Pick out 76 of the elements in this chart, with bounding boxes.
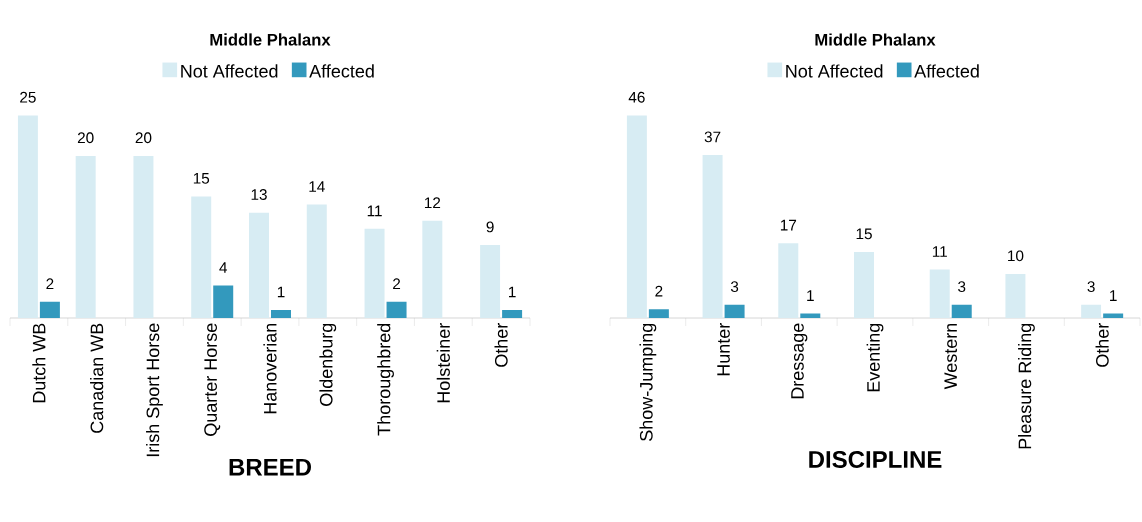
data-label: 15 xyxy=(193,173,210,184)
data-label: 1 xyxy=(277,286,285,298)
bar xyxy=(191,196,212,318)
bar xyxy=(854,251,875,318)
x-axis-title: BREED xyxy=(229,458,311,476)
bar xyxy=(213,285,234,318)
legend-label: Affected xyxy=(309,64,374,78)
data-label: 10 xyxy=(1008,250,1024,262)
bar xyxy=(778,243,799,318)
data-label: 15 xyxy=(856,228,872,240)
legend-label: Affected xyxy=(914,64,979,78)
x-tick-label: Irish Sport Horse xyxy=(146,323,163,457)
bar xyxy=(1103,313,1124,318)
data-label: 9 xyxy=(486,221,494,233)
bar xyxy=(480,245,501,318)
bar xyxy=(951,304,972,318)
data-label: 1 xyxy=(807,290,814,301)
bar xyxy=(75,155,96,318)
x-tick-label: Hunter xyxy=(717,323,730,376)
bar xyxy=(502,309,523,318)
data-label: 13 xyxy=(251,189,267,200)
bar xyxy=(249,212,269,318)
x-tick-label: Holsteiner xyxy=(436,323,450,403)
bar xyxy=(17,115,38,318)
bar xyxy=(929,269,950,318)
data-label: 37 xyxy=(704,131,721,143)
x-tick-label: Thoroughbred xyxy=(377,323,394,436)
bar xyxy=(800,313,821,318)
data-label: 3 xyxy=(730,281,739,293)
x-tick-label: Other xyxy=(1095,323,1109,367)
x-tick-label: Western xyxy=(944,323,957,390)
bar xyxy=(724,304,745,318)
x-tick-label: Show-Jumping xyxy=(639,323,657,441)
chart-title: Middle Phalanx xyxy=(815,33,936,46)
bar xyxy=(386,301,407,318)
data-label: 2 xyxy=(393,278,401,290)
x-axis-title: DISCIPLINE xyxy=(809,450,942,468)
data-label: 2 xyxy=(46,278,54,290)
data-label: 25 xyxy=(20,91,36,103)
x-tick-label: Hanoverian xyxy=(263,323,277,414)
data-label: 20 xyxy=(77,132,94,144)
bar xyxy=(1005,273,1026,318)
bar xyxy=(306,204,327,318)
bar xyxy=(422,220,443,318)
data-label: 46 xyxy=(628,91,645,103)
data-label: 2 xyxy=(655,285,663,297)
x-tick-label: Dressage xyxy=(791,323,808,399)
legend-label: Not Affected xyxy=(786,64,883,78)
data-label: 20 xyxy=(135,132,152,144)
bar xyxy=(271,309,291,318)
x-tick-label: Canadian WB xyxy=(90,323,104,433)
chart-title: Middle Phalanx xyxy=(210,33,331,46)
x-tick-label: Oldenburg xyxy=(319,323,337,406)
data-label: 11 xyxy=(367,205,382,217)
data-label: 17 xyxy=(780,219,797,231)
x-tick-label: Dutch WB xyxy=(32,323,46,403)
x-tick-label: Eventing xyxy=(866,323,884,392)
data-label: 3 xyxy=(958,281,966,293)
data-label: 14 xyxy=(309,181,325,192)
data-label: 1 xyxy=(1110,290,1117,301)
data-label: 4 xyxy=(219,262,228,273)
bar xyxy=(39,301,60,318)
legend-label: Not Affected xyxy=(181,64,278,78)
bar xyxy=(702,155,723,318)
x-tick-label: Quarter Horse xyxy=(204,323,221,436)
data-label: 12 xyxy=(424,197,441,209)
data-label: 1 xyxy=(509,286,516,298)
bar xyxy=(626,115,647,318)
bar xyxy=(648,309,669,318)
x-tick-label: Other xyxy=(494,323,508,367)
x-tick-label: Pleasure Riding xyxy=(1018,323,1035,449)
data-label: 11 xyxy=(932,246,947,257)
data-label: 3 xyxy=(1087,281,1095,293)
bar xyxy=(133,155,154,318)
bar xyxy=(1081,304,1102,318)
bar xyxy=(364,228,385,318)
